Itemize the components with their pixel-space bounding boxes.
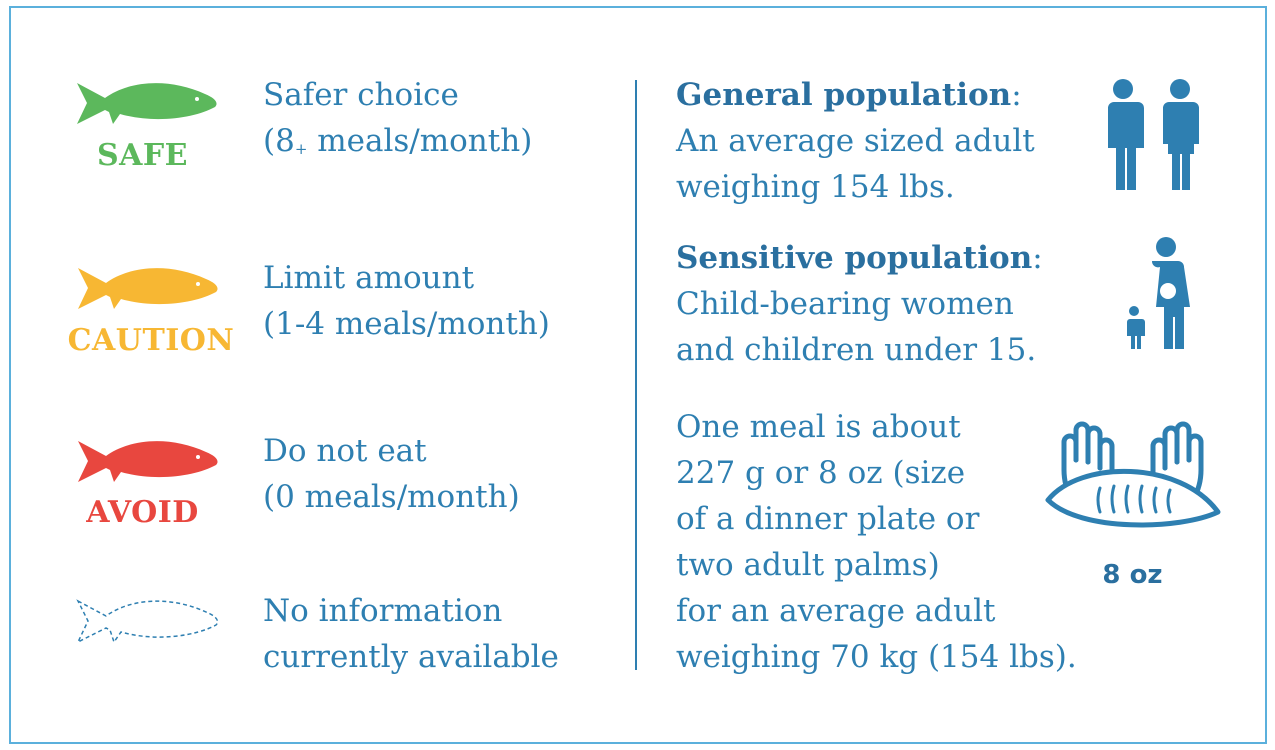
general-population-text: General population: An average sized adu… xyxy=(676,72,1035,210)
noinfo-line2: currently available xyxy=(263,639,559,675)
noinfo-line1: No information xyxy=(263,593,503,629)
safe-label: SAFE xyxy=(96,138,189,173)
avoid-description: Do not eat (0 meals/month) xyxy=(263,428,520,520)
pregnant-woman-child-icon xyxy=(1126,237,1190,349)
sensitive-title: Sensitive population xyxy=(676,240,1033,276)
meal-line1: One meal is about xyxy=(676,409,961,445)
palms-fish-fillet-icon xyxy=(1045,421,1221,528)
fish-icon-safe xyxy=(77,83,217,124)
infographic-frame xyxy=(9,6,1267,744)
general-line2: weighing 154 lbs. xyxy=(676,169,955,205)
adult-couple-icon xyxy=(1108,79,1199,190)
caution-line1: Limit amount xyxy=(263,260,475,296)
avoid-line1: Do not eat xyxy=(263,433,427,469)
sensitive-line1: Child-bearing women xyxy=(676,286,1014,322)
avoid-line2: (0 meals/month) xyxy=(263,479,520,515)
portion-size-label: 8 oz xyxy=(1102,560,1163,590)
safe-line2: (8+ meals/month) xyxy=(263,123,533,159)
caution-label: CAUTION xyxy=(67,323,235,358)
meal-line3: of a dinner plate or xyxy=(676,501,980,537)
meal-line4: two adult palms) xyxy=(676,547,940,583)
avoid-label: AVOID xyxy=(86,495,199,530)
meal-line2: 227 g or 8 oz (size xyxy=(676,455,966,491)
caution-line2: (1-4 meals/month) xyxy=(263,306,550,342)
safe-line1: Safer choice xyxy=(263,77,459,113)
dashed-fish-icon xyxy=(76,599,219,644)
meal-line6: weighing 70 kg (154 lbs). xyxy=(676,639,1077,675)
general-line1: An average sized adult xyxy=(676,123,1035,159)
fish-icon-caution xyxy=(78,268,218,309)
caution-description: Limit amount (1-4 meals/month) xyxy=(263,255,550,347)
column-divider xyxy=(635,80,637,670)
fish-icon-avoid xyxy=(78,441,218,482)
noinfo-description: No information currently available xyxy=(263,588,559,680)
sensitive-line2: and children under 15. xyxy=(676,332,1037,368)
meal-line5: for an average adult xyxy=(676,593,996,629)
sensitive-population-text: Sensitive population: Child-bearing wome… xyxy=(676,235,1043,373)
safe-description: Safer choice (8+ meals/month) xyxy=(263,72,532,164)
general-title: General population xyxy=(676,77,1012,113)
meal-size-text: One meal is about 227 g or 8 oz (size of… xyxy=(676,404,1077,680)
